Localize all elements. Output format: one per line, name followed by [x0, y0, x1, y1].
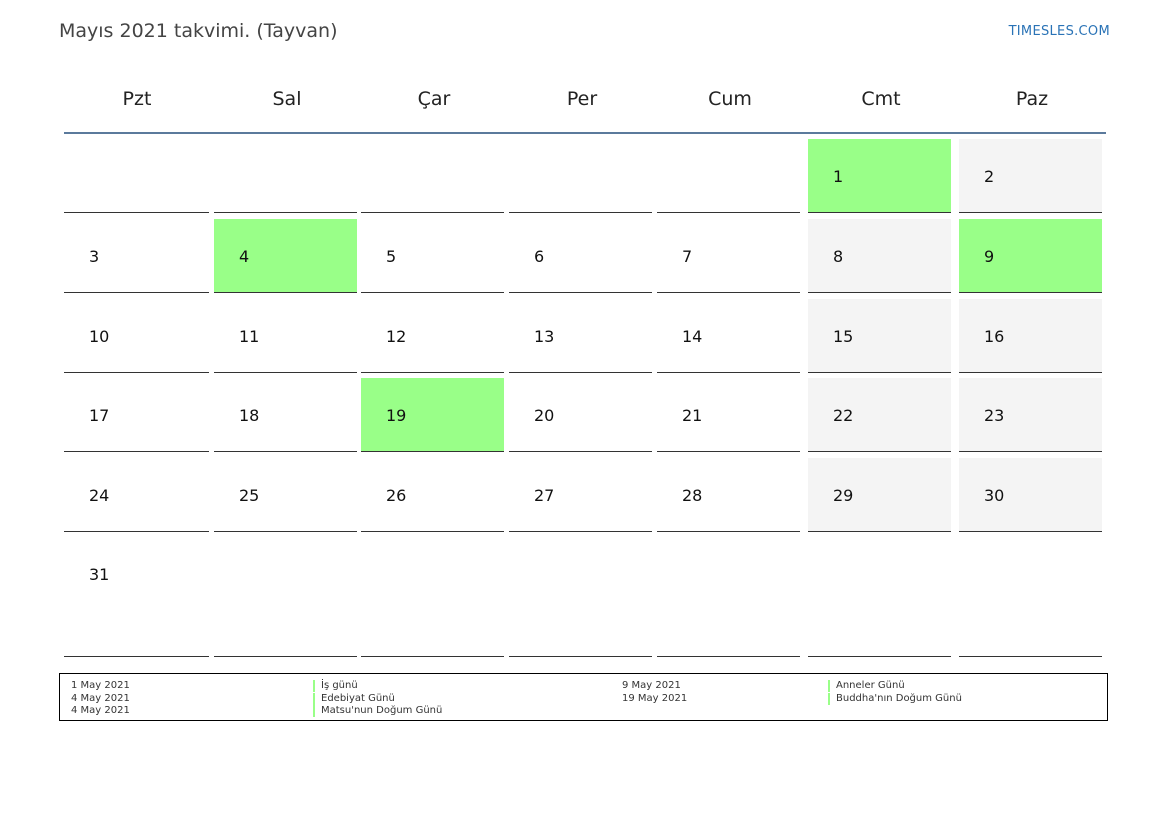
day-number: 2 [984, 167, 995, 186]
day-cell: 8 [808, 219, 951, 293]
day-number: 28 [682, 486, 703, 505]
day-cell: 29 [808, 458, 951, 532]
day-number: 14 [682, 327, 703, 346]
day-number: 21 [682, 406, 703, 425]
day-cell: 26 [361, 458, 504, 532]
day-cell: 3 [64, 219, 209, 293]
day-cell [808, 537, 951, 657]
day-number: 7 [682, 247, 693, 266]
holiday-legend: 1 May 2021 İş günü 4 May 2021 Edebiyat Günü… [59, 673, 1108, 721]
day-cell: 31 [64, 537, 209, 657]
day-cell [361, 537, 504, 657]
day-cell: 22 [808, 378, 951, 452]
day-number: 4 [239, 247, 250, 266]
day-number: 11 [239, 327, 260, 346]
day-cell [361, 139, 504, 213]
day-number: 10 [89, 327, 110, 346]
day-cell: 30 [959, 458, 1102, 532]
brand-link[interactable]: TIMESLES.COM [1008, 24, 1110, 39]
day-number: 17 [89, 406, 110, 425]
day-number: 12 [386, 327, 407, 346]
day-cell [64, 139, 209, 213]
legend-holiday-name: İş günü [313, 680, 358, 692]
day-number: 23 [984, 406, 1005, 425]
day-cell: 11 [214, 299, 357, 373]
day-number: 1 [833, 167, 844, 186]
day-cell: 5 [361, 219, 504, 293]
day-cell: 27 [509, 458, 652, 532]
day-number: 19 [386, 406, 407, 425]
day-number: 27 [534, 486, 555, 505]
day-cell: 23 [959, 378, 1102, 452]
day-number: 15 [833, 327, 854, 346]
legend-date: 4 May 2021 [71, 705, 130, 716]
day-cell: 9 [959, 219, 1102, 293]
day-cell: 19 [361, 378, 504, 452]
day-cell: 10 [64, 299, 209, 373]
day-number: 18 [239, 406, 260, 425]
day-cell: 13 [509, 299, 652, 373]
day-cell [509, 139, 652, 213]
day-cell: 14 [657, 299, 800, 373]
day-cell: 4 [214, 219, 357, 293]
legend-date: 9 May 2021 [622, 680, 681, 691]
day-number: 30 [984, 486, 1005, 505]
day-cell [959, 537, 1102, 657]
day-cell [657, 139, 800, 213]
weekday-label: Paz [1015, 88, 1049, 110]
day-number: 26 [386, 486, 407, 505]
day-number: 5 [386, 247, 397, 266]
day-number: 13 [534, 327, 555, 346]
day-cell: 7 [657, 219, 800, 293]
weekday-label: Cum [708, 88, 752, 110]
day-cell: 21 [657, 378, 800, 452]
day-cell: 25 [214, 458, 357, 532]
day-cell: 6 [509, 219, 652, 293]
day-cell: 12 [361, 299, 504, 373]
day-cell: 20 [509, 378, 652, 452]
weekday-header: Pzt Sal Çar Per Cum Cmt Paz [64, 78, 1106, 134]
page-title: Mayıs 2021 takvimi. (Tayvan) [59, 20, 338, 42]
day-number: 3 [89, 247, 100, 266]
weekday-label: Per [566, 88, 598, 110]
day-number: 9 [984, 247, 995, 266]
day-number: 24 [89, 486, 110, 505]
legend-date: 4 May 2021 [71, 692, 130, 704]
weekday-label: Sal [272, 88, 302, 110]
day-number: 29 [833, 486, 854, 505]
day-cell [657, 537, 800, 657]
legend-date: 19 May 2021 [622, 692, 688, 704]
legend-date: 1 May 2021 [71, 680, 130, 691]
weekday-label: Çar [417, 88, 451, 110]
day-number: 25 [239, 486, 260, 505]
weekday-label: Cmt [861, 88, 901, 110]
day-cell: 24 [64, 458, 209, 532]
day-number: 31 [89, 565, 110, 584]
legend-holiday-name: Buddha'nın Doğum Günü [828, 692, 962, 705]
day-cell: 18 [214, 378, 357, 452]
day-cell [509, 537, 652, 657]
day-cell: 28 [657, 458, 800, 532]
day-number: 22 [833, 406, 854, 425]
day-cell [214, 537, 357, 657]
legend-holiday-name: Edebiyat Günü [313, 692, 395, 705]
day-number: 6 [534, 247, 545, 266]
legend-holiday-name: Anneler Günü [828, 680, 905, 692]
day-number: 16 [984, 327, 1005, 346]
day-cell: 15 [808, 299, 951, 373]
day-number: 8 [833, 247, 844, 266]
day-cell: 2 [959, 139, 1102, 213]
day-number: 20 [534, 406, 555, 425]
day-cell [214, 139, 357, 213]
legend-holiday-name: Matsu'nun Doğum Günü [313, 705, 442, 717]
weekday-label: Pzt [122, 88, 152, 110]
day-cell: 16 [959, 299, 1102, 373]
day-cell: 1 [808, 139, 951, 213]
day-cell: 17 [64, 378, 209, 452]
